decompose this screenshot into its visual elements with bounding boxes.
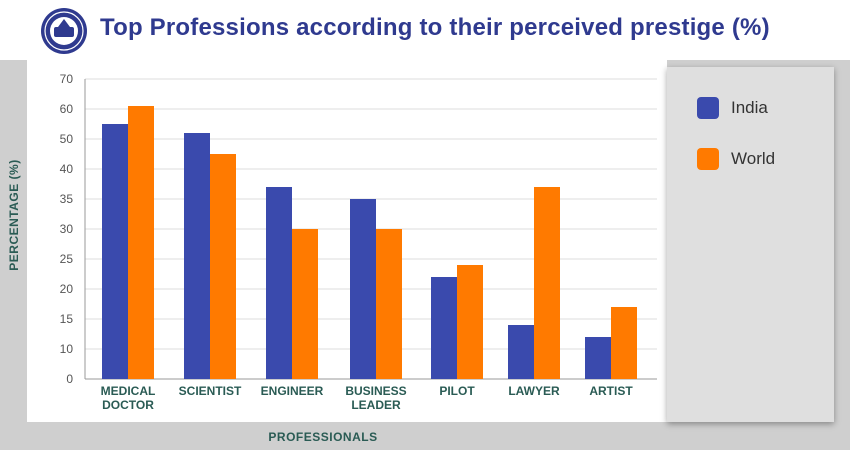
x-tick-label: BUSINESS LEADER: [345, 384, 406, 412]
bar-world-pilot: [457, 265, 483, 379]
x-tick-label: PILOT: [439, 384, 475, 398]
bar-world-lawyer: [534, 187, 560, 379]
x-tick-label: LAWYER: [508, 384, 560, 398]
y-tick-label: 70: [60, 72, 74, 86]
chart-title: Top Professions according to their perce…: [100, 14, 770, 41]
legend-label-world: World: [731, 149, 776, 168]
bar-world-medical-doctor: [128, 106, 154, 379]
y-tick-label: 50: [60, 132, 74, 146]
y-tick-label: 10: [60, 342, 74, 356]
y-tick-label: 30: [60, 222, 74, 236]
y-tick-label: 60: [60, 102, 74, 116]
bar-india-scientist: [184, 133, 210, 379]
y-tick-label: 20: [60, 282, 74, 296]
bar-world-business-leader: [376, 229, 402, 379]
y-tick-label: 0: [66, 372, 73, 386]
x-tick-label: MEDICAL DOCTOR: [101, 384, 156, 412]
y-tick-label: 35: [60, 192, 74, 206]
legend-swatch-india: [697, 97, 719, 119]
x-tick-label: ENGINEER: [261, 384, 324, 398]
y-tick-label: 25: [60, 252, 74, 266]
bar-world-engineer: [292, 229, 318, 379]
bar-india-artist: [585, 337, 611, 379]
bar-india-pilot: [431, 277, 457, 379]
legend: India World: [667, 67, 834, 422]
legend-label-india: India: [731, 98, 768, 117]
bar-india-lawyer: [508, 325, 534, 379]
y-tick-label: 15: [60, 312, 74, 326]
header: Top Professions according to their perce…: [0, 0, 850, 60]
x-tick-label: SCIENTIST: [179, 384, 242, 398]
y-tick-label: 40: [60, 162, 74, 176]
bar-world-artist: [611, 307, 637, 379]
legend-swatch-world: [697, 148, 719, 170]
bar-india-medical-doctor: [102, 124, 128, 379]
bar-world-scientist: [210, 154, 236, 379]
x-axis-label: PROFESSIONALS: [268, 430, 378, 444]
y-axis-label: PERCENTAGE (%): [7, 159, 21, 271]
x-tick-label: ARTIST: [589, 384, 633, 398]
bar-india-business-leader: [350, 199, 376, 379]
bar-india-engineer: [266, 187, 292, 379]
emblem-logo-icon: [41, 8, 87, 54]
